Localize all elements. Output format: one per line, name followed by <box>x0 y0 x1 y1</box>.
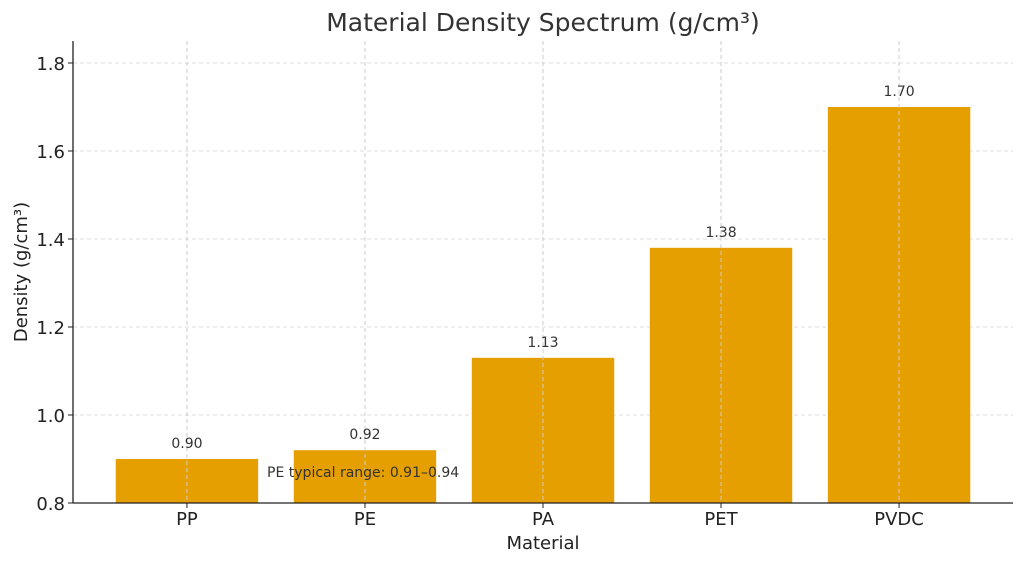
chart-title: Material Density Spectrum (g/cm³) <box>326 8 760 37</box>
annotation-pe-range: PE typical range: 0.91–0.94 <box>267 465 459 481</box>
data-label-pa: 1.13 <box>527 335 558 351</box>
y-tick-label: 0.8 <box>36 494 65 515</box>
data-label-pp: 0.90 <box>171 436 202 452</box>
x-tick-label: PVDC <box>874 509 924 530</box>
y-tick-label: 1.8 <box>36 54 65 75</box>
x-tick-label: PET <box>704 509 738 530</box>
data-label-pe: 0.92 <box>349 427 380 443</box>
x-tick-label: PA <box>532 509 555 530</box>
x-tick-label: PP <box>176 509 198 530</box>
data-labels: 0.90 0.92 1.13 1.38 1.70 <box>171 84 914 452</box>
y-tick-label: 1.2 <box>36 318 65 339</box>
bar-pp <box>115 459 259 503</box>
bar-pet <box>649 247 793 503</box>
y-tick-label: 1.0 <box>36 406 65 427</box>
y-tick-label: 1.6 <box>36 142 65 163</box>
x-axis-label: Material <box>506 533 579 554</box>
x-tick-label: PE <box>354 509 376 530</box>
y-tick-label: 1.4 <box>36 230 65 251</box>
vertical-grid <box>186 41 900 503</box>
y-axis-label: Density (g/cm³) <box>11 202 32 342</box>
data-label-pet: 1.38 <box>705 225 736 241</box>
axes: 0.8 1.0 1.2 1.4 1.6 1.8 PP PE PA PET PVDC <box>36 41 1013 530</box>
data-label-pvdc: 1.70 <box>883 84 914 100</box>
